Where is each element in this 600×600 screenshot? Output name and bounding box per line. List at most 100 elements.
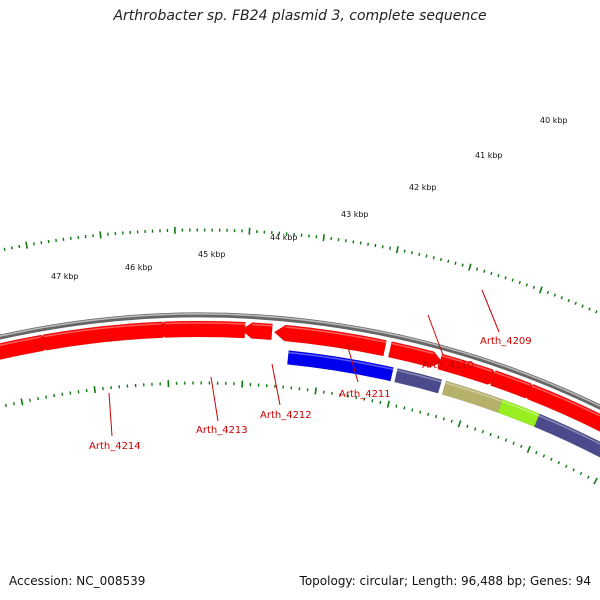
gene-label-pointer bbox=[427, 314, 444, 356]
inner-tick bbox=[29, 398, 31, 402]
inner-tick bbox=[497, 435, 500, 439]
slate-feature-shine bbox=[396, 369, 442, 383]
cds-feature[interactable] bbox=[0, 334, 45, 362]
gene-label[interactable]: Arth_4211 bbox=[339, 389, 391, 400]
minor-tick bbox=[511, 278, 514, 282]
inner-tick bbox=[557, 461, 561, 465]
cds-feature-shine bbox=[494, 371, 531, 386]
minor-tick bbox=[574, 301, 577, 305]
inner-tick bbox=[4, 403, 7, 408]
inner-tick bbox=[481, 429, 485, 434]
minor-tick bbox=[403, 249, 406, 253]
cds-feature-shine bbox=[531, 385, 600, 417]
inner-tick bbox=[411, 408, 414, 412]
scale-tick-label: 44 kbp bbox=[270, 233, 298, 242]
cds-feature[interactable] bbox=[273, 324, 387, 357]
inner-tick bbox=[371, 399, 374, 403]
major-tick bbox=[99, 231, 102, 239]
cds-feature[interactable] bbox=[388, 341, 443, 368]
accession-label: Accession: NC_008539 bbox=[9, 574, 146, 588]
minor-tick bbox=[439, 257, 443, 262]
inner-tick bbox=[474, 427, 477, 431]
cds-feature[interactable] bbox=[240, 322, 273, 341]
backbone-highlight bbox=[0, 313, 600, 407]
gene-label-pointer bbox=[271, 363, 281, 406]
inner-tick bbox=[314, 387, 317, 395]
minor-tick bbox=[581, 304, 584, 308]
cds-feature-shine bbox=[252, 323, 273, 327]
minor-tick bbox=[10, 246, 13, 250]
major-tick bbox=[538, 286, 543, 294]
gene-label-pointer bbox=[346, 343, 359, 383]
inner-tick bbox=[434, 414, 438, 419]
minor-tick bbox=[461, 263, 464, 267]
inner-tick bbox=[395, 404, 398, 408]
topology-summary: Topology: circular; Length: 96,488 bp; G… bbox=[299, 574, 591, 588]
minor-tick bbox=[475, 267, 479, 271]
inner-tick bbox=[542, 454, 546, 458]
minor-tick bbox=[418, 252, 421, 256]
gene-label[interactable]: Arth_4209 bbox=[480, 336, 532, 347]
minor-tick bbox=[3, 247, 6, 251]
inner-tick bbox=[520, 444, 523, 448]
inner-tick bbox=[586, 475, 590, 479]
backbone-ring bbox=[0, 312, 600, 410]
scale-tick-label: 41 kbp bbox=[475, 151, 503, 160]
inner-tick bbox=[403, 406, 406, 410]
cds-feature-shine bbox=[164, 322, 246, 325]
inner-tick bbox=[363, 397, 366, 401]
inner-tick bbox=[512, 441, 515, 445]
slate-feature-2-shine bbox=[538, 415, 600, 445]
lime-feature-shine bbox=[501, 400, 540, 417]
gene-label-pointer bbox=[481, 289, 500, 333]
minor-tick bbox=[447, 259, 450, 263]
scale-tick-label: 45 kbp bbox=[198, 250, 226, 259]
minor-tick bbox=[367, 242, 369, 246]
cds-feature-shine bbox=[441, 355, 493, 372]
inner-tick bbox=[427, 412, 430, 416]
inner-tick bbox=[347, 394, 350, 398]
inner-tick bbox=[442, 417, 446, 421]
major-tick bbox=[25, 241, 28, 249]
cds-feature[interactable] bbox=[33, 321, 164, 351]
inner-tick bbox=[53, 394, 56, 398]
gene-label[interactable]: Arth_4213 bbox=[196, 425, 248, 436]
inner-tick bbox=[20, 398, 24, 406]
inner-tick bbox=[93, 385, 96, 394]
olive-feature-shine bbox=[445, 382, 502, 402]
inner-tick bbox=[535, 451, 538, 455]
inner-tick bbox=[45, 395, 48, 399]
gene-label[interactable]: Arth_4212 bbox=[260, 410, 312, 421]
minor-tick bbox=[425, 254, 428, 258]
major-tick bbox=[322, 234, 325, 242]
gene-label[interactable]: Arth_4214 bbox=[89, 441, 141, 452]
minor-tick bbox=[490, 271, 493, 276]
inner-tick bbox=[593, 477, 598, 485]
inner-tick bbox=[457, 420, 462, 428]
minor-tick bbox=[504, 276, 507, 280]
cds-feature[interactable] bbox=[153, 320, 246, 339]
inner-tick bbox=[386, 400, 390, 408]
scale-tick-label: 46 kbp bbox=[125, 263, 153, 272]
cds-feature[interactable] bbox=[526, 383, 600, 435]
inner-tick bbox=[419, 410, 422, 414]
slate-feature[interactable] bbox=[394, 368, 443, 394]
gene-label-pointer bbox=[108, 392, 113, 437]
minor-tick bbox=[432, 256, 435, 260]
lime-feature[interactable] bbox=[497, 399, 541, 428]
blue-feature[interactable] bbox=[287, 350, 394, 382]
inner-tick bbox=[379, 400, 382, 405]
gene-label[interactable]: Arth_4210 bbox=[422, 360, 474, 371]
major-tick bbox=[468, 263, 472, 271]
inner-tick bbox=[572, 468, 575, 472]
gene-label-pointer bbox=[210, 376, 219, 422]
inner-tick bbox=[489, 432, 492, 437]
minor-tick bbox=[389, 246, 392, 250]
minor-tick bbox=[374, 243, 377, 248]
olive-feature[interactable] bbox=[441, 380, 503, 413]
minor-tick bbox=[497, 273, 500, 278]
minor-tick bbox=[553, 293, 557, 297]
slate-feature-2[interactable] bbox=[533, 413, 600, 461]
